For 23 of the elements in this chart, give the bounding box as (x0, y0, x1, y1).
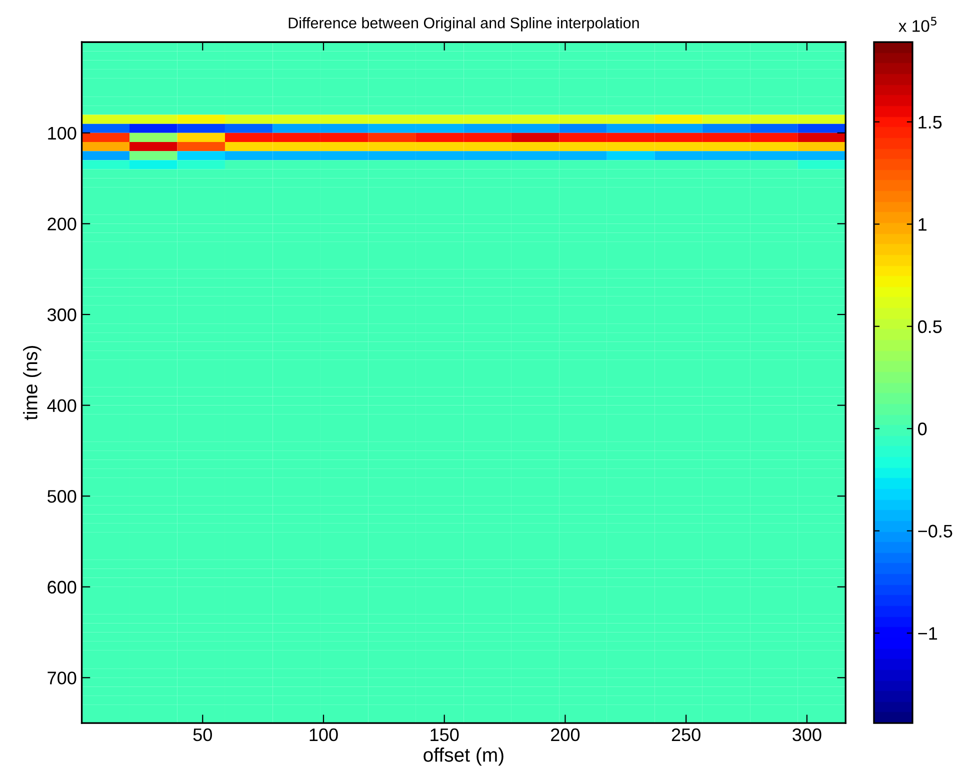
color-bar-label: 0 (918, 422, 927, 436)
x-axis-title: offset (m) (424, 748, 504, 766)
y-tick-label: 700 (48, 672, 76, 684)
y-tick-label: 500 (48, 490, 76, 503)
color-bar-label: 0.5 (918, 320, 942, 334)
y-tick-label: 300 (47, 308, 76, 322)
x-tick-label: 50 (193, 728, 212, 742)
color-bar-label: 1 (918, 218, 926, 231)
x-tick-label: 300 (792, 728, 822, 742)
y-tick-label: 200 (48, 218, 76, 230)
color-bar-label: 1.5 (918, 116, 942, 129)
x-tick-label: 250 (672, 728, 700, 742)
y-tick-label: 600 (48, 580, 76, 594)
x-tick-label: 100 (310, 728, 338, 742)
color-bar-label: −1 (918, 627, 938, 640)
chart-title: Difference between Original and Spline interpolation (288, 17, 639, 32)
x-tick-label: 200 (551, 728, 580, 742)
y-tick-label: 400 (47, 399, 76, 412)
y-axis-title: time (ns) (23, 346, 42, 420)
x-tick-label: 150 (430, 728, 459, 742)
color-bar-label: −0.5 (918, 524, 952, 538)
y-tick-label: 100 (48, 126, 76, 140)
color-bar-title: x 10$^{5}$ (898, 16, 936, 32)
